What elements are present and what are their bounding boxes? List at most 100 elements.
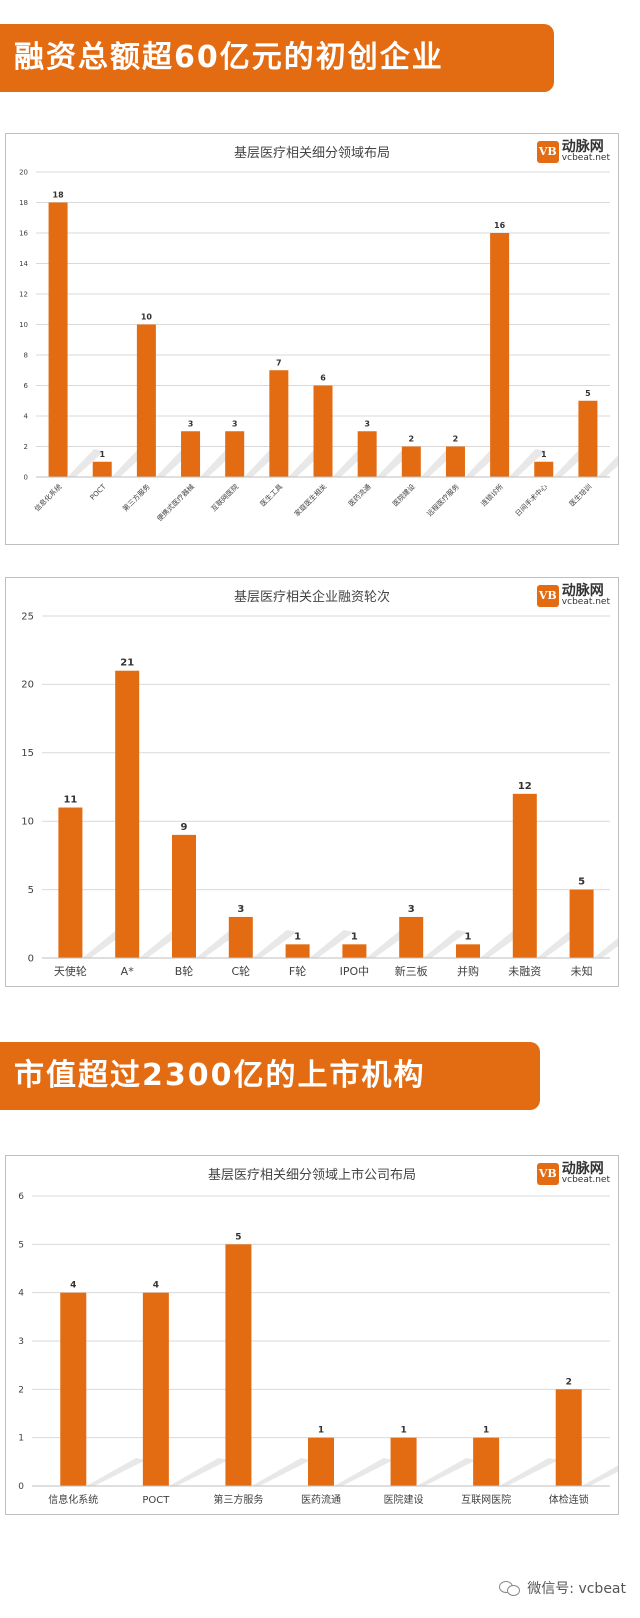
bar <box>456 944 480 958</box>
logo-mark: VB <box>536 1162 559 1185</box>
data-label: 5 <box>585 389 591 398</box>
bar <box>390 1437 417 1486</box>
x-category-label: 信息化系统 <box>32 482 63 513</box>
x-category-label: IPO中 <box>340 965 370 978</box>
x-category-label: 医院建设 <box>384 1493 424 1506</box>
y-tick-label: 0 <box>18 1482 24 1492</box>
x-category-label: 连锁诊所 <box>479 482 505 508</box>
x-category-label: 远程医疗服务 <box>425 482 461 518</box>
bar-shadow <box>416 1458 477 1486</box>
bar <box>308 1437 334 1486</box>
chart-card-funding-rounds: 基层医疗相关企业融资轮次 VB 动脉网 vcbeat.net 0 5 10 15 20 2… <box>5 577 619 987</box>
bar <box>181 431 201 477</box>
y-tick-label: 18 <box>19 199 28 207</box>
logo-mark: VB <box>536 584 559 607</box>
x-category-label: 医药流通 <box>346 482 372 508</box>
logo-en: vcbeat.net <box>561 1175 610 1185</box>
logo-cn: 动脉网 <box>561 583 604 599</box>
bar <box>115 670 140 958</box>
x-category-label: 便携式医疗器械 <box>155 482 196 523</box>
chart-title: 基层医疗相关细分领域布局 <box>233 146 390 161</box>
y-tick-label: 20 <box>19 168 28 176</box>
y-tick-label: 14 <box>19 260 28 268</box>
bar <box>555 1389 582 1486</box>
section-banner-startups: 融资总额超60亿元的初创企业 <box>0 24 554 92</box>
x-category-label: 家庭医生相关 <box>292 482 328 518</box>
bar-shadow <box>67 449 105 477</box>
data-label: 9 <box>181 822 188 833</box>
bar-shadow <box>334 1458 394 1486</box>
bar <box>473 1437 500 1486</box>
bar-shadow <box>252 930 297 958</box>
x-category-label: 新三板 <box>395 964 428 978</box>
section-title: 市值超过2300亿的上市机构 <box>14 1058 426 1093</box>
bar <box>342 944 367 958</box>
y-tick-label: 2 <box>24 443 28 451</box>
chart-card-listed-companies: 基层医疗相关细分领域上市公司布局 VB 动脉网 vcbeat.net 0 1 2 3 4… <box>5 1155 619 1515</box>
vcbeat-logo: VB 动脉网 vcbeat.net <box>536 140 610 163</box>
vcbeat-logo: VB 动脉网 vcbeat.net <box>536 1162 610 1185</box>
data-label: 3 <box>408 904 415 915</box>
bar <box>136 324 156 477</box>
section-banner-listed: 市值超过2300亿的上市机构 <box>0 1042 540 1110</box>
bar <box>490 233 510 477</box>
data-label: 16 <box>494 221 506 230</box>
y-tick-label: 6 <box>18 1192 24 1202</box>
data-label: 1 <box>483 1426 489 1436</box>
data-label: 2 <box>453 435 459 444</box>
y-tick-label: 0 <box>28 953 34 964</box>
bar <box>172 834 196 958</box>
x-category-label: 医生培训 <box>567 482 593 508</box>
bar <box>58 807 83 958</box>
bar <box>578 400 598 477</box>
data-label: 4 <box>70 1281 76 1291</box>
data-label: 1 <box>351 931 358 942</box>
bar-shadow <box>251 1458 311 1486</box>
bar-shadow <box>168 1458 229 1486</box>
data-label: 3 <box>232 419 238 428</box>
bar <box>401 446 421 477</box>
bar-shadow <box>423 930 468 958</box>
bar <box>60 1292 87 1486</box>
bar <box>92 461 112 477</box>
y-tick-label: 6 <box>24 382 29 390</box>
y-tick-label: 12 <box>19 290 28 298</box>
x-category-label: POCT <box>142 1495 170 1506</box>
data-label: 21 <box>120 658 134 669</box>
logo-mark: VB <box>536 140 559 163</box>
bar-shadow <box>597 455 618 477</box>
y-tick-label: 3 <box>18 1337 24 1347</box>
bar <box>285 944 310 958</box>
chart-title: 基层医疗相关企业融资轮次 <box>233 590 390 605</box>
bar <box>569 889 594 958</box>
x-category-label: 体检连锁 <box>549 1493 589 1506</box>
data-label: 3 <box>237 904 244 915</box>
x-category-label: A* <box>121 965 135 978</box>
y-tick-label: 2 <box>18 1385 24 1395</box>
y-tick-label: 8 <box>24 351 28 359</box>
section-title: 融资总额超60亿元的初创企业 <box>14 40 444 75</box>
data-label: 5 <box>578 877 585 888</box>
chart-plot-area: 0246810121416182018信息化系统1POCT10第三方服务3便携式… <box>19 168 618 523</box>
y-tick-label: 5 <box>18 1240 24 1250</box>
data-label: 6 <box>320 374 326 383</box>
y-tick-label: 1 <box>18 1434 24 1444</box>
bar <box>48 202 68 477</box>
y-tick-label: 10 <box>21 817 34 828</box>
x-category-label: 医药流通 <box>301 1493 341 1506</box>
bar-shadow <box>499 1458 559 1486</box>
x-category-label: 日间手术中心 <box>513 482 549 518</box>
bar <box>228 916 253 958</box>
bar-shadow <box>86 1458 146 1486</box>
y-tick-label: 16 <box>19 229 28 237</box>
x-category-label: 未知 <box>571 964 593 978</box>
bar-shadow <box>509 449 546 477</box>
data-label: 7 <box>276 358 282 367</box>
x-category-label: 互联网医院 <box>461 1493 511 1506</box>
data-label: 1 <box>294 931 301 942</box>
x-category-label: 信息化系统 <box>48 1493 98 1506</box>
bar <box>142 1292 169 1486</box>
data-label: 12 <box>518 781 532 792</box>
x-category-label: 第三方服务 <box>121 482 152 513</box>
logo-en: vcbeat.net <box>561 153 610 163</box>
